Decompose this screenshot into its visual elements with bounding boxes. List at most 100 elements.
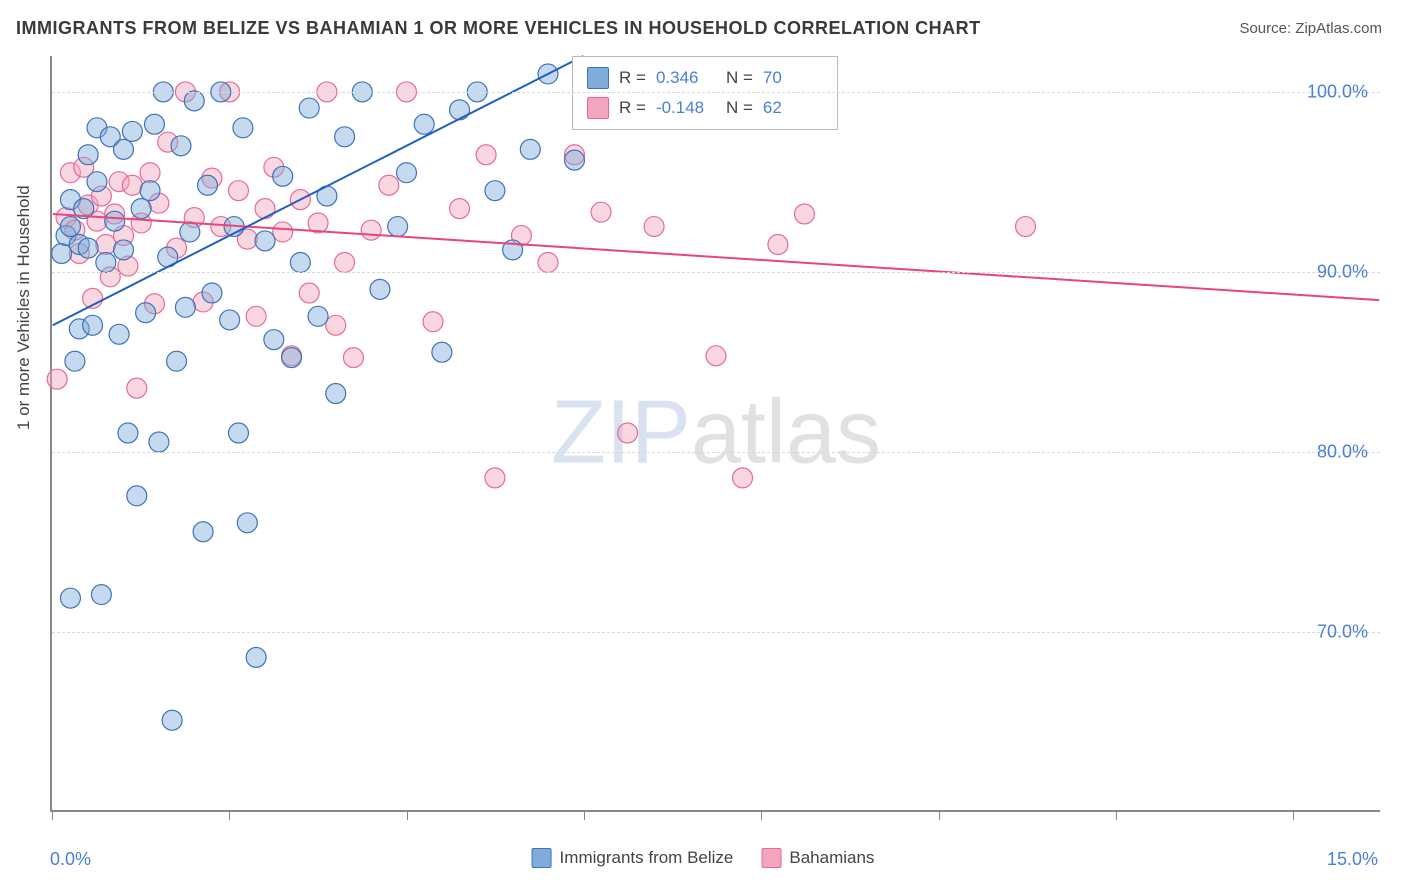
- scatter-point: [228, 423, 248, 443]
- y-axis-label: 1 or more Vehicles in Household: [14, 185, 34, 430]
- scatter-point: [228, 181, 248, 201]
- grid-line: [52, 272, 1380, 273]
- scatter-point: [237, 513, 257, 533]
- scatter-point: [233, 118, 253, 138]
- scatter-point: [131, 199, 151, 219]
- scatter-point: [706, 346, 726, 366]
- legend-swatch-a: [532, 848, 552, 868]
- scatter-point: [370, 279, 390, 299]
- scatter-point: [220, 310, 240, 330]
- stats-r-label: R =: [619, 98, 646, 118]
- scatter-point: [388, 217, 408, 237]
- scatter-point: [308, 306, 328, 326]
- scatter-point: [768, 235, 788, 255]
- chart-title: IMMIGRANTS FROM BELIZE VS BAHAMIAN 1 OR …: [16, 18, 981, 39]
- scatter-point: [335, 127, 355, 147]
- scatter-point: [290, 252, 310, 272]
- scatter-point: [450, 199, 470, 219]
- scatter-point: [476, 145, 496, 165]
- scatter-point: [96, 252, 116, 272]
- y-tick-label: 70.0%: [1317, 622, 1368, 643]
- legend-item-a: Immigrants from Belize: [532, 848, 734, 868]
- stats-n-a: 70: [763, 68, 823, 88]
- stats-r-label: R =: [619, 68, 646, 88]
- scatter-point: [140, 181, 160, 201]
- scatter-point: [1016, 217, 1036, 237]
- scatter-point: [198, 175, 218, 195]
- y-tick-label: 80.0%: [1317, 442, 1368, 463]
- scatter-point: [361, 220, 381, 240]
- legend-swatch-b: [761, 848, 781, 868]
- stats-n-b: 62: [763, 98, 823, 118]
- scatter-point: [162, 710, 182, 730]
- scatter-point: [379, 175, 399, 195]
- plot-inner: ZIPatlas R = 0.346 N = 70 R = -0.148 N =…: [52, 56, 1380, 810]
- trend-line: [53, 214, 1379, 300]
- stats-row-b: R = -0.148 N = 62: [587, 93, 823, 123]
- scatter-point: [171, 136, 191, 156]
- scatter-point: [644, 217, 664, 237]
- swatch-series-a: [587, 67, 609, 89]
- scatter-point: [144, 114, 164, 134]
- scatter-point: [485, 468, 505, 488]
- scatter-point: [127, 378, 147, 398]
- scatter-point: [140, 163, 160, 183]
- swatch-series-b: [587, 97, 609, 119]
- source-attribution: Source: ZipAtlas.com: [1239, 20, 1382, 37]
- x-tick: [52, 810, 53, 820]
- scatter-point: [60, 588, 80, 608]
- scatter-point: [397, 163, 417, 183]
- scatter-point: [202, 283, 222, 303]
- x-tick: [584, 810, 585, 820]
- y-tick-label: 100.0%: [1307, 82, 1368, 103]
- scatter-point: [105, 211, 125, 231]
- scatter-point: [255, 231, 275, 251]
- scatter-point: [78, 145, 98, 165]
- scatter-point: [618, 423, 638, 443]
- scatter-point: [299, 283, 319, 303]
- stats-legend-box: R = 0.346 N = 70 R = -0.148 N = 62: [572, 56, 838, 130]
- scatter-point: [246, 647, 266, 667]
- scatter-point: [65, 351, 85, 371]
- scatter-point: [167, 351, 187, 371]
- scatter-point: [273, 166, 293, 186]
- scatter-point: [255, 199, 275, 219]
- x-tick: [939, 810, 940, 820]
- scatter-svg: [52, 56, 1380, 810]
- grid-line: [52, 632, 1380, 633]
- scatter-point: [114, 139, 134, 159]
- scatter-point: [733, 468, 753, 488]
- scatter-point: [122, 175, 142, 195]
- scatter-point: [60, 217, 80, 237]
- scatter-point: [52, 244, 72, 264]
- scatter-point: [794, 204, 814, 224]
- scatter-point: [591, 202, 611, 222]
- x-tick: [229, 810, 230, 820]
- scatter-point: [118, 423, 138, 443]
- plot-area: ZIPatlas R = 0.346 N = 70 R = -0.148 N =…: [50, 56, 1380, 812]
- scatter-point: [87, 172, 107, 192]
- scatter-point: [109, 324, 129, 344]
- scatter-point: [122, 121, 142, 141]
- stats-n-label: N =: [726, 68, 753, 88]
- scatter-point: [343, 348, 363, 368]
- x-tick: [1293, 810, 1294, 820]
- scatter-point: [91, 585, 111, 605]
- scatter-point: [485, 181, 505, 201]
- scatter-point: [127, 486, 147, 506]
- scatter-point: [83, 315, 103, 335]
- x-tick-label-min: 0.0%: [50, 849, 91, 870]
- stats-r-b: -0.148: [656, 98, 716, 118]
- stats-n-label: N =: [726, 98, 753, 118]
- scatter-point: [520, 139, 540, 159]
- scatter-point: [78, 238, 98, 258]
- scatter-point: [565, 150, 585, 170]
- bottom-legend: Immigrants from Belize Bahamians: [532, 848, 875, 868]
- y-tick-label: 90.0%: [1317, 262, 1368, 283]
- scatter-point: [432, 342, 452, 362]
- scatter-point: [282, 348, 302, 368]
- scatter-point: [273, 222, 293, 242]
- scatter-point: [175, 297, 195, 317]
- x-tick: [407, 810, 408, 820]
- scatter-point: [326, 315, 346, 335]
